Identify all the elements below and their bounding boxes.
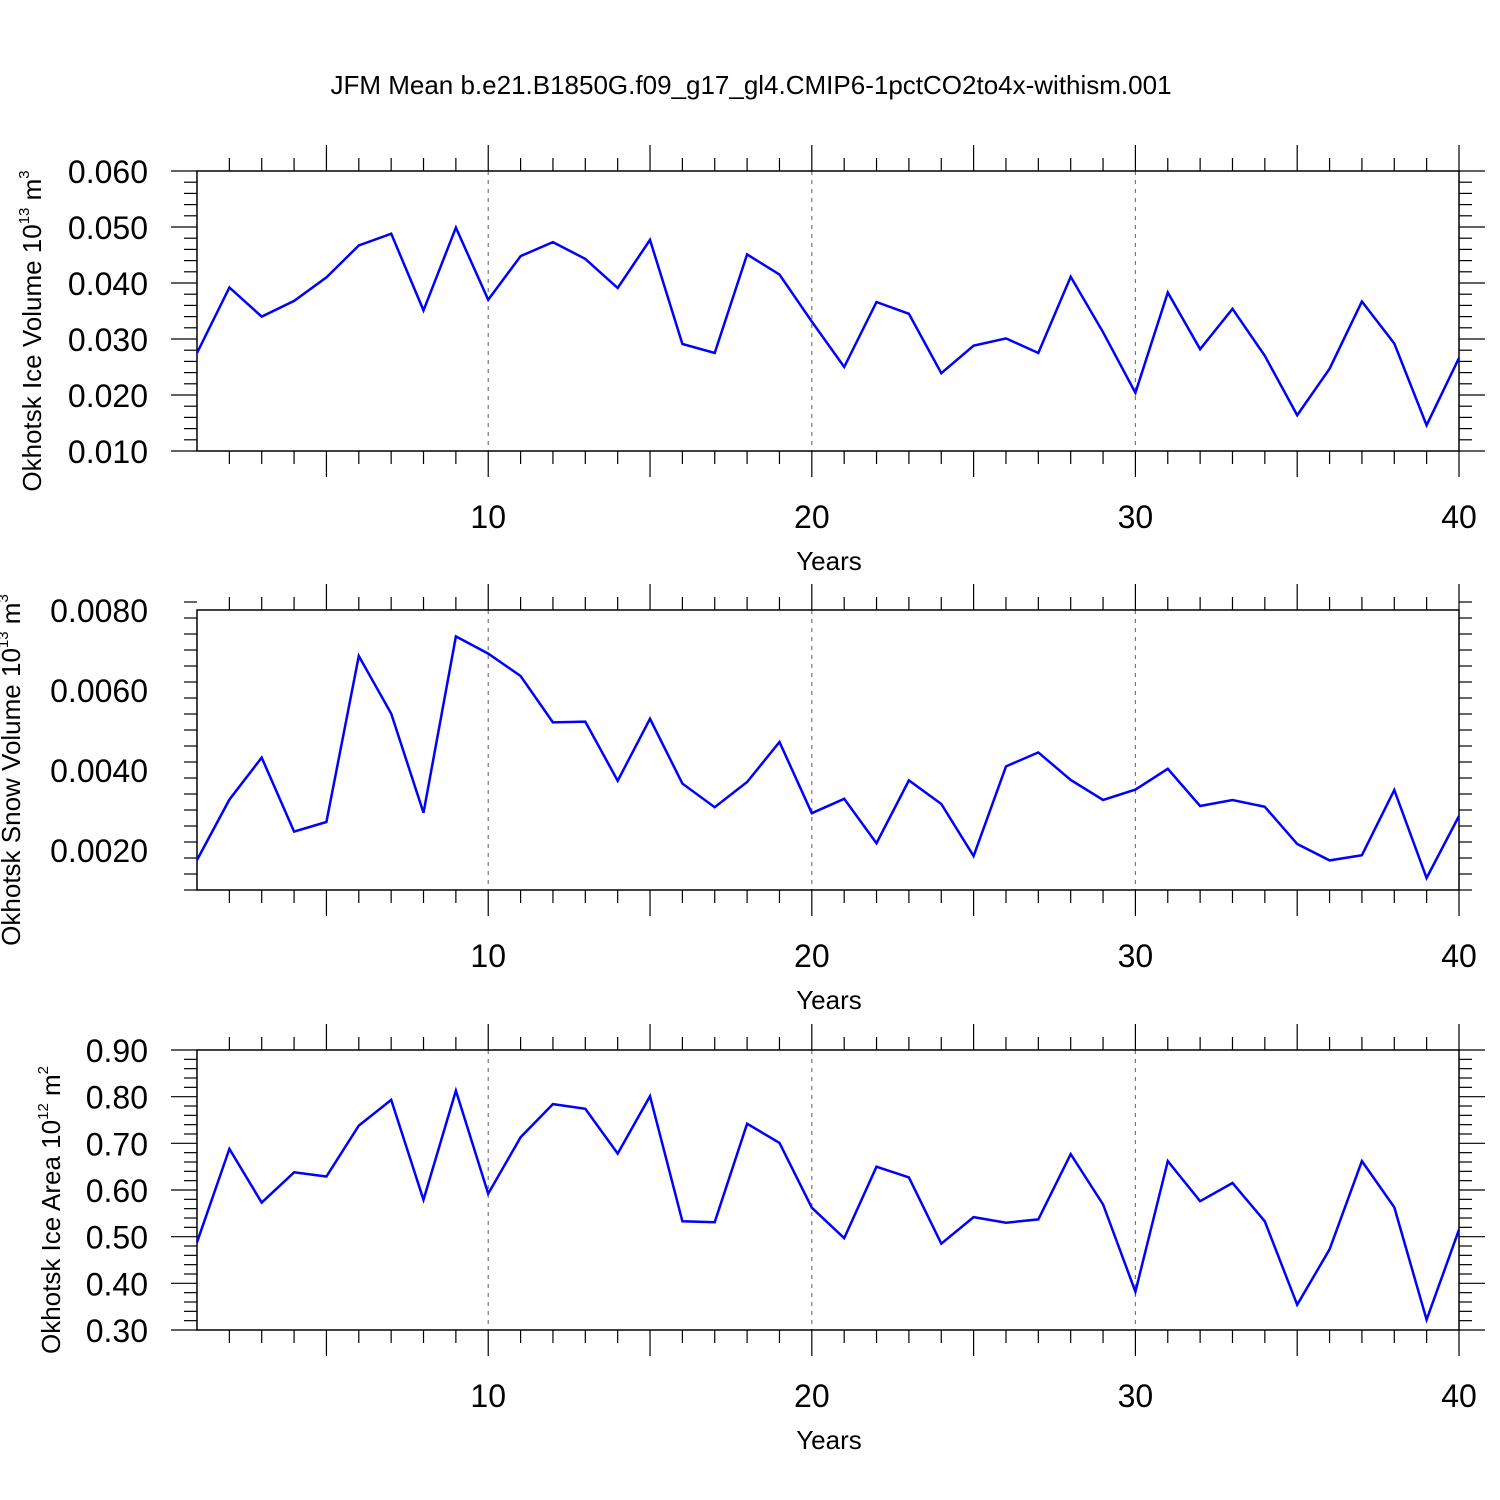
panel-1-ytick-label-3: 0.040 xyxy=(68,266,148,302)
panel-1-ytick-label-2: 0.030 xyxy=(68,322,148,358)
panel-1-xtick-label-40: 40 xyxy=(1441,499,1477,535)
panel-2-xtick-label-40: 40 xyxy=(1441,938,1477,974)
panel-2-ylabel-exp: 13 xyxy=(0,631,12,648)
panel-1-xtick-label-10: 10 xyxy=(470,499,506,535)
panel-1-xtick-label-20: 20 xyxy=(794,499,830,535)
panel-3-ytick-label-1: 0.40 xyxy=(86,1266,148,1302)
panel-3-ytick-label-4: 0.70 xyxy=(86,1126,148,1162)
panel-3-ticks xyxy=(171,1024,1485,1356)
panel-3-ytick-label-6: 0.90 xyxy=(86,1033,148,1069)
panel-3-ylabel-main: Okhotsk Ice Area 10 xyxy=(36,1120,66,1354)
panel-2-ytick-label-3: 0.0080 xyxy=(50,593,148,629)
panel-3-ytick-label-3: 0.60 xyxy=(86,1173,148,1209)
panel-2-xtick-label-30: 30 xyxy=(1118,938,1154,974)
panel-1-frame xyxy=(196,170,1460,452)
panel-2-ylabel-unit: m xyxy=(0,603,26,632)
panel-3-xtick-label-20: 20 xyxy=(794,1378,830,1414)
panel-2-ytick-label-1: 0.0040 xyxy=(50,753,148,789)
panel-3-ytick-label-0: 0.30 xyxy=(86,1313,148,1349)
panel-3-ytick-label-5: 0.80 xyxy=(86,1080,148,1116)
panel-1-tick-labels: 10 20 30 40 0.010 0.020 0.030 0.040 0.050 0.060 xyxy=(68,154,1477,535)
panel-2-series-line xyxy=(195,634,1461,882)
panel-1-ylabel-main: Okhotsk Ice Volume 10 xyxy=(17,224,47,491)
panel-3-ytick-label-2: 0.50 xyxy=(86,1220,148,1256)
panel-3-xtick-label-30: 30 xyxy=(1118,1378,1154,1414)
panel-2-frame xyxy=(196,609,1460,891)
panel-3-grid xyxy=(487,1050,1137,1330)
panel-1-ticks xyxy=(171,145,1485,477)
panel-1-ylabel-unit: m xyxy=(17,179,47,208)
panel-3-xtick-label-40: 40 xyxy=(1441,1378,1477,1414)
panel-3-xlabel: Years xyxy=(796,1425,862,1455)
panel-1-ytick-label-5: 0.060 xyxy=(68,154,148,190)
panel-2-ylabel-main: Okhotsk Snow Volume 10 xyxy=(0,648,26,946)
panel-1-ylabel-exp: 13 xyxy=(16,208,33,225)
panel-1-grid xyxy=(487,171,1137,451)
panel-1-ytick-label-4: 0.050 xyxy=(68,210,148,246)
panel-3-ylabel-unit-exp: 2 xyxy=(35,1066,52,1074)
panel-3-series-line xyxy=(195,1086,1461,1324)
panel-3-xtick-label-10: 10 xyxy=(470,1378,506,1414)
panel-ice-volume: 10 20 30 40 0.010 0.020 0.030 0.040 0.050 0.060 Y… xyxy=(16,145,1485,576)
panel-3-frame xyxy=(196,1049,1460,1331)
panel-2-grid xyxy=(487,610,1137,890)
panel-1-ytick-label-0: 0.010 xyxy=(68,434,148,470)
panel-2-tick-labels: 10 20 30 40 0.0020 0.0040 0.0060 0.0080 xyxy=(50,593,1477,974)
panel-2-ticks xyxy=(184,584,1472,916)
panel-2-xlabel: Years xyxy=(796,985,862,1015)
panel-2-ylabel: Okhotsk Snow Volume 1013 m3 xyxy=(0,594,26,946)
chart-title: JFM Mean b.e21.B1850G.f09_g17_gl4.CMIP6-… xyxy=(330,70,1171,100)
panel-snow-volume: 10 20 30 40 0.0020 0.0040 0.0060 0.0080 Years O… xyxy=(0,584,1477,1015)
panel-2-ytick-label-2: 0.0060 xyxy=(50,673,148,709)
panel-3-ylabel: Okhotsk Ice Area 1012 m2 xyxy=(35,1066,66,1354)
panel-1-xlabel: Years xyxy=(796,546,862,576)
panel-1-xtick-label-30: 30 xyxy=(1118,499,1154,535)
panel-2-ylabel-unit-exp: 3 xyxy=(0,594,12,602)
panel-1-ylabel-unit-exp: 3 xyxy=(16,170,33,178)
panel-1-series-line xyxy=(195,224,1461,429)
panel-1-ylabel: Okhotsk Ice Volume 1013 m3 xyxy=(16,170,47,491)
panel-1-ytick-label-1: 0.020 xyxy=(68,378,148,414)
panel-3-ylabel-exp: 12 xyxy=(35,1103,52,1120)
panel-2-xtick-label-20: 20 xyxy=(794,938,830,974)
panel-2-ytick-label-0: 0.0020 xyxy=(50,833,148,869)
panel-3-tick-labels: 10 20 30 40 0.30 0.40 0.50 0.60 0.70 0.80 0.90 xyxy=(86,1033,1477,1414)
panel-2-xtick-label-10: 10 xyxy=(470,938,506,974)
panel-3-ylabel-unit: m xyxy=(36,1074,66,1103)
panel-ice-area: 10 20 30 40 0.30 0.40 0.50 0.60 0.70 0.80 0.90 Yea… xyxy=(35,1024,1485,1455)
